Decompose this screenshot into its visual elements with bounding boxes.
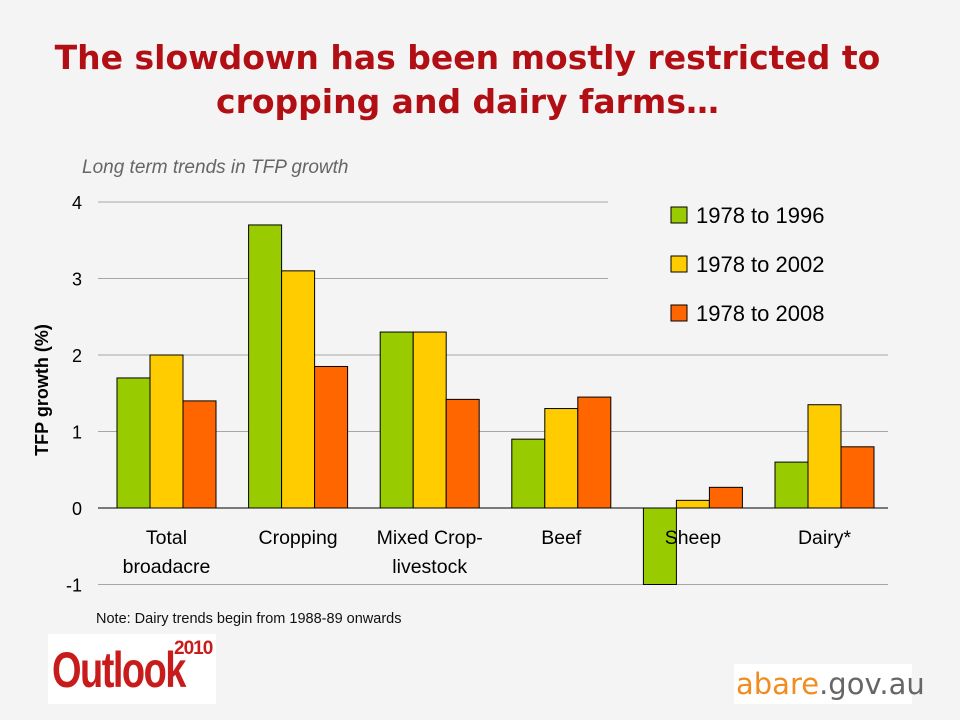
bar [445,398,480,509]
legend-swatch [670,255,688,273]
bar [544,408,579,509]
y-tick-label: 2 [72,346,82,366]
slide-title: The slowdown has been mostly restricted … [54,38,881,121]
bar [116,377,151,509]
bar [708,486,743,509]
bar [807,404,842,509]
bar [577,396,612,509]
bar [248,224,283,509]
y-axis-label: TFP growth (%) [32,324,52,456]
legend-entry: 1978 to 1996 [670,203,824,228]
bar [840,446,875,509]
category-label: Beef [541,527,582,549]
outlook-logo-word: Outlook [52,642,186,698]
bar [675,499,710,509]
bar [642,507,677,585]
bar [281,270,316,509]
bar [314,365,349,509]
bar [379,331,414,509]
outlook-logo: Outlook 2010 [48,634,216,704]
legend-swatch [670,206,688,224]
bar [412,331,447,509]
abare-logo: abare.gov.au [734,664,925,704]
abare-logo-name: abare [736,667,820,701]
legend-entry: 1978 to 2002 [670,252,824,277]
y-tick-label: 3 [72,270,82,290]
y-tick-label: 1 [72,423,82,443]
y-tick-label: 4 [72,193,82,213]
legend-label: 1978 to 1996 [696,203,824,228]
category-label: Mixed Crop-livestock [377,527,483,578]
bar [182,400,217,509]
category-label: Cropping [259,527,338,549]
legend-label: 1978 to 2002 [696,252,824,277]
bar [511,438,546,509]
category-label: Dairy* [798,527,852,549]
abare-logo-domain: .gov.au [819,667,925,701]
legend-label: 1978 to 2008 [696,301,824,326]
category-label: Total broadacre [123,527,211,578]
category-label: Sheep [665,527,722,549]
y-tick-label: 0 [72,499,82,519]
legend-entry: 1978 to 2008 [670,301,824,326]
y-tick-label: -1 [66,576,82,596]
chart-subtitle: Long term trends in TFP growth [82,157,349,178]
bar [149,354,184,509]
dairy-note: Note: Dairy trends begin from 1988-89 on… [96,611,402,627]
legend-swatch [670,304,688,322]
outlook-logo-year: 2010 [174,638,213,659]
bar [774,461,809,509]
